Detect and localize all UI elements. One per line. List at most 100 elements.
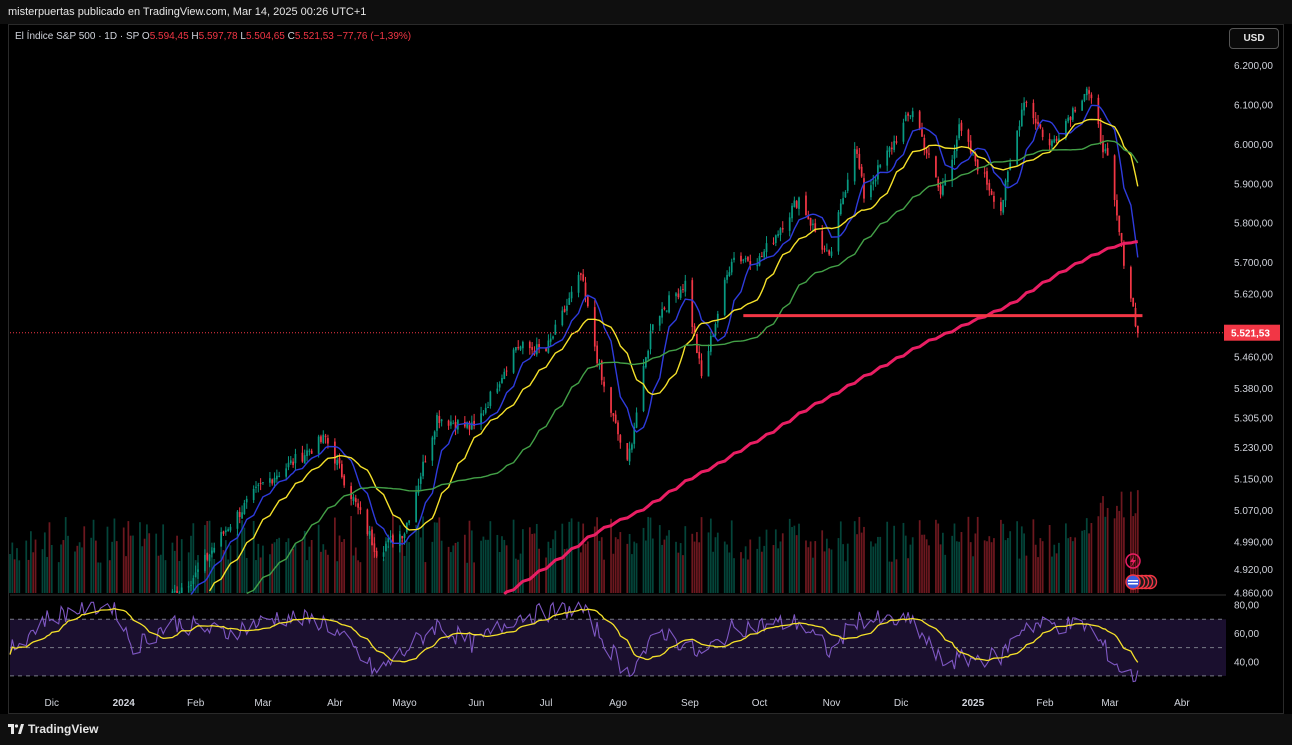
candle	[408, 520, 411, 526]
volume-bar	[157, 555, 160, 593]
volume-bar	[668, 530, 670, 593]
volume-bar	[262, 545, 264, 593]
candle-body	[482, 413, 485, 415]
volume-bar	[747, 559, 749, 593]
tradingview-logo[interactable]: TradingView	[8, 722, 98, 736]
candle-body	[1004, 180, 1007, 201]
candle	[825, 243, 828, 252]
volume-bar	[974, 533, 977, 593]
volume-bar	[505, 545, 508, 593]
candle-body	[357, 503, 359, 508]
volume-bar	[16, 548, 18, 593]
candle	[918, 109, 921, 131]
volume-bar	[1116, 505, 1118, 593]
rsi-tick-label: 80,00	[1234, 601, 1259, 612]
volume-bar	[723, 541, 726, 593]
candle-body	[1123, 242, 1125, 266]
candle-body	[730, 261, 733, 273]
candle-body	[359, 507, 362, 511]
candle-body	[691, 280, 694, 327]
symbol-name: El Índice S&P 500 · 1D · SP	[15, 31, 140, 42]
volume-bar	[758, 536, 761, 593]
candle-body	[220, 532, 223, 547]
candle-body	[306, 450, 308, 457]
candle-body	[322, 434, 325, 443]
candle	[742, 258, 745, 264]
candle	[698, 345, 701, 365]
volume-bar	[923, 534, 926, 593]
volume-bar	[661, 544, 663, 593]
candle-body	[586, 296, 589, 307]
candle-body	[733, 257, 735, 260]
volume-bar	[466, 562, 469, 593]
candle-body	[809, 218, 812, 226]
volume-bar	[986, 541, 988, 593]
time-tick-label: Mar	[254, 698, 272, 709]
volume-bar	[517, 559, 520, 593]
volume-bar	[909, 544, 912, 593]
candle	[324, 433, 327, 444]
volume-bar	[115, 541, 118, 593]
candle-body	[236, 511, 239, 529]
candle	[521, 340, 524, 355]
volume-bar	[953, 523, 956, 593]
volume-bar	[60, 544, 62, 593]
currency-button[interactable]: USD	[1229, 28, 1279, 49]
candle	[626, 443, 629, 461]
candle-body	[366, 509, 369, 534]
volume-bar	[714, 537, 717, 593]
candle-body	[603, 381, 605, 387]
volume-bar	[675, 541, 677, 593]
volume-bar	[1123, 517, 1125, 593]
candle	[886, 145, 889, 172]
candle	[923, 134, 926, 156]
volume-bar	[211, 542, 213, 593]
candle	[547, 334, 550, 354]
candle	[236, 510, 239, 536]
candle-body	[238, 512, 241, 518]
candle	[684, 274, 687, 297]
candle	[382, 546, 385, 562]
candle	[1116, 194, 1118, 221]
volume-bar	[252, 520, 255, 593]
candle-body	[951, 159, 954, 181]
volume-bar	[424, 562, 427, 593]
volume-bar	[911, 537, 914, 593]
candle-body	[252, 488, 255, 501]
volume-bar	[877, 536, 879, 593]
us-flag-icon	[1125, 574, 1158, 590]
price-tick-label: 5.900,00	[1234, 179, 1273, 190]
candle-body	[823, 248, 826, 250]
volume-bar	[334, 517, 336, 593]
candle	[385, 541, 387, 552]
candle-body	[1051, 140, 1053, 147]
volume-bar	[292, 548, 294, 593]
candle	[173, 584, 176, 593]
candle-body	[257, 484, 260, 486]
candle-body	[204, 554, 206, 572]
volume-bar	[1099, 502, 1102, 593]
price-tick-label: 6.100,00	[1234, 101, 1273, 112]
volume-bar	[928, 545, 930, 593]
candle	[967, 128, 970, 149]
volume-bar	[43, 532, 46, 593]
candle	[635, 407, 638, 429]
candle	[489, 390, 492, 409]
price-tick-label: 4.990,00	[1234, 537, 1273, 548]
candle	[180, 583, 183, 593]
volume-bar	[155, 533, 158, 593]
candle-body	[814, 223, 817, 232]
volume-bar	[582, 523, 585, 593]
candle-body	[1120, 232, 1123, 242]
volume-bar	[939, 544, 942, 593]
candle	[440, 418, 443, 427]
volume-bar	[403, 555, 406, 593]
chart-frame	[8, 24, 1284, 714]
volume-bar	[809, 541, 812, 593]
volume-bar	[935, 519, 937, 593]
candle-body	[310, 450, 313, 454]
price-tick-label: 5.230,00	[1234, 443, 1273, 454]
candle	[617, 420, 619, 441]
volume-bar	[301, 541, 304, 593]
